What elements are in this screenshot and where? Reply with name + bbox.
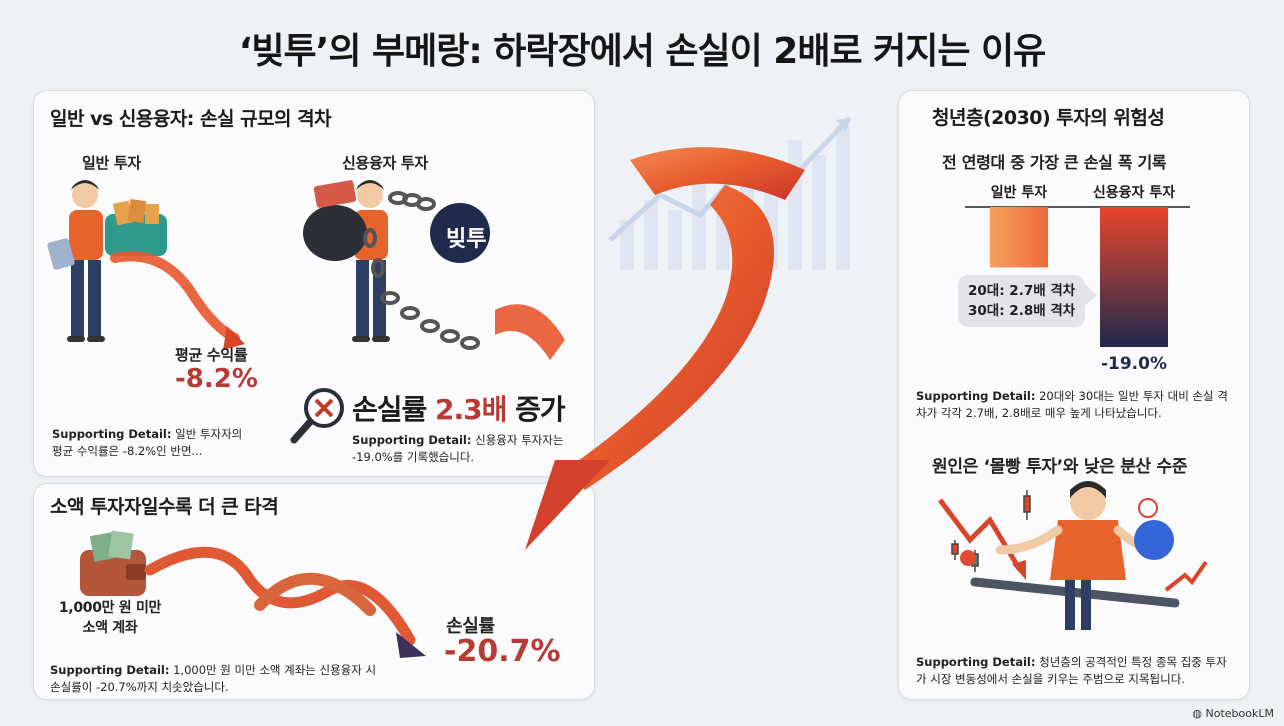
loss-multiple-headline: 손실률 2.3배 증가 — [352, 388, 566, 428]
loss-multiple-value: 2.3배 — [435, 393, 507, 426]
detail-label: Supporting Detail: — [916, 389, 1036, 403]
detail-label: Supporting Detail: — [52, 427, 172, 441]
notebooklm-watermark: ◍ NotebookLM — [1192, 707, 1274, 720]
general-investor-illustration — [47, 180, 245, 350]
credit-investor-illustration — [303, 180, 490, 350]
chart-title: 전 연령대 중 가장 큰 손실 폭 기록 — [942, 153, 1167, 172]
detail-text: 20대와 30대는 일반 투자 대비 손실 격차가 각각 2.7배, 2.8배로… — [916, 389, 1228, 420]
detail-label: Supporting Detail: — [352, 433, 472, 447]
avg-return-label: 평균 수익률 — [175, 346, 248, 364]
bar-0 — [990, 207, 1048, 268]
supporting-detail-credit: Supporting Detail: 신용융자 투자자는 -19.0%를 기록했… — [352, 432, 582, 466]
notebooklm-logo-icon: ◍ — [1192, 707, 1206, 720]
avg-return-value: -8.2% — [175, 364, 258, 394]
gap-line-30s: 30대: 2.8배 격차 — [968, 303, 1076, 319]
magnifier-icon — [290, 388, 344, 444]
small-account-label-line2: 소액 계좌 — [82, 620, 138, 636]
credit-investment-label: 신용융자 투자 — [342, 154, 428, 172]
loss-multiple-prefix: 손실률 — [352, 393, 436, 426]
category-label-1: 신용융자 투자 — [1093, 185, 1175, 201]
panel-heading: 일반 vs 신용융자: 손실 규모의 격차 — [50, 108, 332, 130]
gap-callout: 20대: 2.7배 격차 30대: 2.8배 격차 — [958, 275, 1086, 327]
general-investment-label: 일반 투자 — [82, 154, 141, 172]
debt-ball-label: 빚투 — [446, 227, 487, 252]
loss-multiple-suffix: 증가 — [506, 393, 566, 426]
detail-text: 신용융자 투자자는 -19.0%를 기록했습니다. — [352, 433, 564, 464]
small-loss-label: 손실률 — [446, 616, 495, 637]
cause-heading: 원인은 ‘몰빵 투자’와 낮은 분산 수준 — [932, 457, 1188, 477]
category-label-0: 일반 투자 — [991, 184, 1048, 201]
supporting-detail-general: Supporting Detail: 일반 투자자의 평균 수익률은 -8.2%… — [52, 426, 252, 460]
detail-label: Supporting Detail: — [50, 663, 170, 677]
supporting-detail-small: Supporting Detail: 1,000만 원 미만 소액 계좌는 신용… — [50, 662, 380, 696]
balancing-investor-illustration — [938, 481, 1208, 630]
page-title: ‘빚투’의 부메랑: 하락장에서 손실이 2배로 커지는 이유 — [238, 31, 1047, 72]
watermark-text: NotebookLM — [1205, 707, 1274, 720]
detail-text: 1,000만 원 미만 소액 계좌는 신용융자 시 손실률이 -20.7%까지 … — [50, 663, 377, 694]
boomerang-illustration — [495, 147, 805, 550]
detail-label: Supporting Detail: — [916, 655, 1036, 669]
detail-text: 청년층의 공격적인 특정 종목 집중 투자가 시장 변동성에서 손실을 키우는 … — [916, 655, 1227, 686]
value-label-1: -19.0% — [1101, 354, 1167, 374]
bar-1 — [1100, 207, 1168, 347]
detail-text: 일반 투자자의 평균 수익률은 -8.2%인 반면... — [52, 427, 243, 458]
small-loss-value: -20.7% — [444, 634, 561, 669]
panel-heading: 소액 투자자일수록 더 큰 타격 — [50, 496, 279, 518]
small-account-label-line1: 1,000만 원 미만 — [58, 600, 162, 616]
gap-line-20s: 20대: 2.7배 격차 — [968, 283, 1076, 299]
supporting-detail-youth-gap: Supporting Detail: 20대와 30대는 일반 투자 대비 손실… — [916, 388, 1236, 422]
panel-heading: 청년층(2030) 투자의 위험성 — [932, 107, 1165, 129]
supporting-detail-youth-cause: Supporting Detail: 청년층의 공격적인 특정 종목 집중 투자… — [916, 654, 1236, 688]
callout-pointer — [1075, 275, 1097, 315]
small-account-illustration — [80, 530, 426, 658]
